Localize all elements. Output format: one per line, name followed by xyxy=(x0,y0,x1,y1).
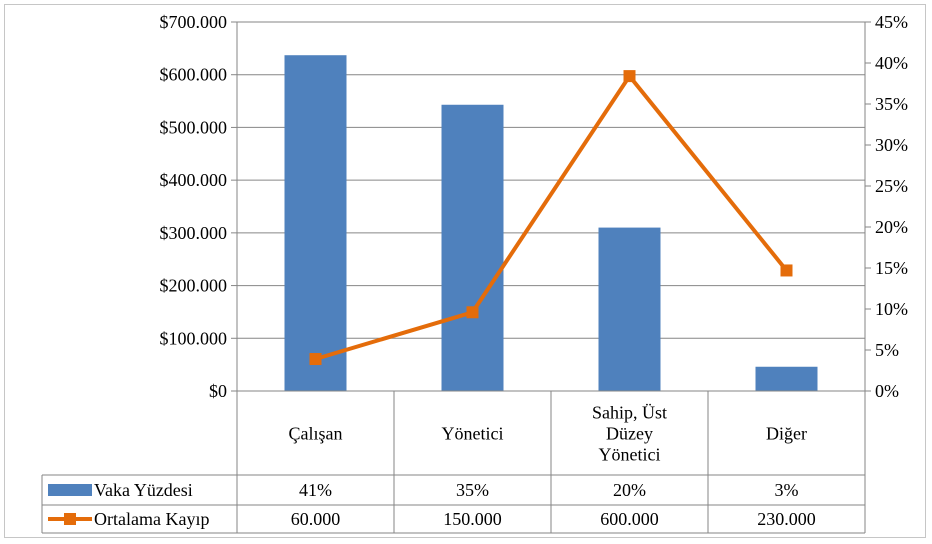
left-tick-label: $0 xyxy=(209,381,227,401)
left-tick-label: $400.000 xyxy=(160,170,228,190)
right-axis-ticks: 0% 5% 10% 15% 20% 25% 30% 35% 40% 45% xyxy=(875,12,908,401)
left-tick-label: $200.000 xyxy=(160,276,228,296)
right-tick-label: 25% xyxy=(875,176,908,196)
line-marker xyxy=(780,264,793,277)
left-tick-label: $300.000 xyxy=(160,223,228,243)
category-label: Düzey xyxy=(606,424,653,444)
right-tick-label: 35% xyxy=(875,94,908,114)
right-tick-label: 15% xyxy=(875,258,908,278)
axes xyxy=(231,21,871,392)
legend-key-marker xyxy=(64,513,76,525)
table-cell: 150.000 xyxy=(443,509,502,529)
category-label: Diğer xyxy=(766,424,807,444)
series-line xyxy=(314,74,789,361)
bar xyxy=(755,366,818,391)
category-label: Yönetici xyxy=(442,424,504,444)
left-tick-label: $500.000 xyxy=(160,117,228,137)
table-cell: 230.000 xyxy=(757,509,816,529)
table-cell: 41% xyxy=(299,480,332,500)
table-cell: 3% xyxy=(775,480,799,500)
bar xyxy=(284,55,347,392)
right-tick-label: 40% xyxy=(875,53,908,73)
category-label: Yönetici xyxy=(599,445,661,465)
legend-key-bar xyxy=(48,484,92,496)
left-tick-label: $100.000 xyxy=(160,328,228,348)
category-label: Sahip, Üst xyxy=(592,403,667,423)
table-cell: 20% xyxy=(613,480,646,500)
table-cell: 60.000 xyxy=(291,509,341,529)
left-tick-label: $700.000 xyxy=(160,12,228,32)
bar-series xyxy=(284,55,818,392)
line-series xyxy=(309,70,793,366)
right-tick-label: 30% xyxy=(875,135,908,155)
line-marker xyxy=(623,70,636,83)
left-axis-ticks: $0 $100.000 $200.000 $300.000 $400.000 $500.0… xyxy=(160,12,228,401)
category-label: Çalışan xyxy=(289,424,343,444)
bar xyxy=(598,227,661,391)
legend-label: Vaka Yüzdesi xyxy=(94,480,193,500)
table-cell: 600.000 xyxy=(600,509,659,529)
right-tick-label: 10% xyxy=(875,299,908,319)
line-marker xyxy=(466,306,479,319)
left-tick-label: $600.000 xyxy=(160,65,228,85)
right-tick-label: 5% xyxy=(875,340,899,360)
legend-label: Ortalama Kayıp xyxy=(94,509,209,529)
line-marker xyxy=(309,353,322,366)
right-tick-label: 0% xyxy=(875,381,899,401)
table-cell: 35% xyxy=(456,480,489,500)
right-tick-label: 20% xyxy=(875,217,908,237)
right-tick-label: 45% xyxy=(875,12,908,32)
bar xyxy=(441,104,504,392)
